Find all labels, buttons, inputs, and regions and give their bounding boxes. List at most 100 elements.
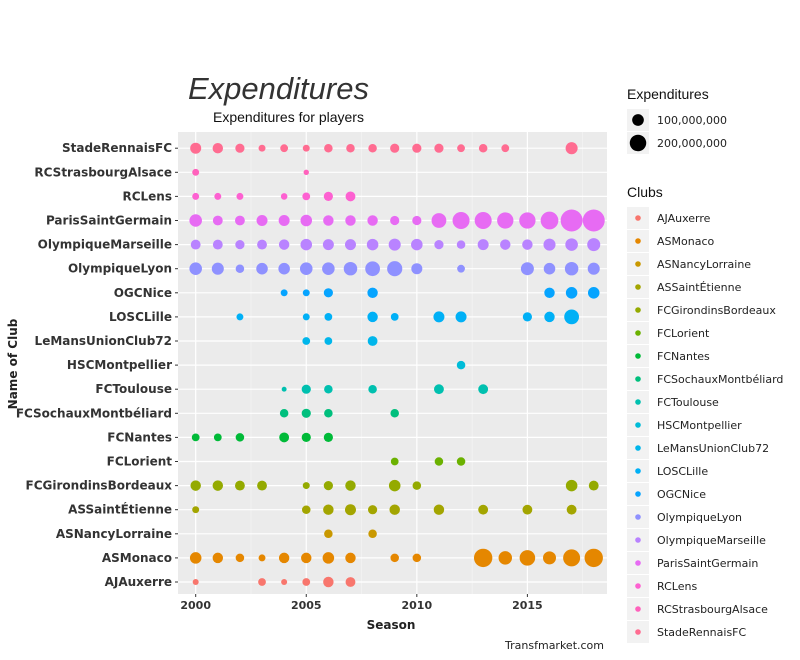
data-point	[323, 288, 333, 298]
data-point	[565, 142, 578, 155]
color-legend-label: StadeRennaisFC	[657, 626, 747, 639]
data-point	[501, 144, 510, 153]
size-legend: Expenditures 100,000,000 200,000,000	[627, 86, 727, 154]
data-point	[278, 552, 290, 564]
y-tick-label: ASMonaco	[102, 551, 172, 565]
data-point	[257, 480, 267, 491]
color-legend-label: FCSochauxMontbéliard	[657, 373, 783, 386]
data-point	[457, 144, 465, 153]
data-point	[500, 239, 511, 250]
data-point	[519, 212, 536, 229]
data-point	[324, 143, 333, 153]
y-tick-label: ParisSaintGermain	[46, 214, 172, 228]
data-point	[367, 287, 378, 299]
data-point	[522, 504, 533, 515]
data-point	[367, 336, 378, 346]
data-point	[544, 311, 555, 323]
plot-panel	[178, 132, 607, 594]
data-point	[434, 384, 444, 395]
data-point	[322, 552, 335, 564]
data-point	[411, 238, 423, 251]
color-legend-dot	[635, 399, 641, 405]
y-axis-title: Name of Club	[6, 318, 20, 409]
data-point	[324, 409, 333, 418]
data-point	[587, 238, 601, 252]
y-tick-label: OlympiqueMarseille	[38, 238, 172, 252]
data-point	[584, 548, 603, 568]
y-tick-label: StadeRennaisFC	[62, 141, 172, 155]
y-tick-label: FCNantes	[107, 430, 172, 444]
y-axis: AJAuxerre ASMonaco ASNancyLorraine ASSaintÉ…	[16, 141, 178, 589]
data-point	[543, 262, 556, 275]
data-point	[411, 263, 423, 275]
data-point	[366, 238, 379, 251]
y-tick-label: RCStrasbourgAlsace	[34, 165, 172, 179]
data-point	[302, 482, 310, 490]
y-tick-label: HSCMontpellier	[67, 358, 172, 372]
data-point	[543, 238, 556, 251]
data-point	[456, 240, 466, 249]
data-point	[189, 262, 202, 275]
color-legend-label: ASSaintÉtienne	[657, 281, 742, 294]
data-point	[452, 211, 470, 230]
y-tick-label: LeMansUnionClub72	[35, 334, 172, 348]
x-axis: 2000 2005 2010 2015	[180, 594, 543, 612]
color-legend-label: OlympiqueLyon	[657, 511, 742, 524]
data-point	[456, 360, 466, 370]
data-point	[212, 552, 224, 564]
data-point	[281, 578, 288, 586]
color-legend-dot	[635, 560, 641, 566]
data-point	[390, 313, 399, 321]
data-point	[456, 457, 466, 466]
data-point	[455, 311, 467, 323]
data-point	[256, 262, 268, 275]
color-legend-label: AJAuxerre	[657, 212, 711, 225]
data-point	[213, 433, 222, 442]
data-point	[235, 433, 245, 442]
data-point	[235, 143, 245, 153]
color-legend-dot	[635, 629, 641, 635]
data-point	[190, 142, 202, 154]
data-point	[367, 505, 378, 515]
data-point	[566, 504, 577, 515]
color-legend-label: LeMansUnionClub72	[657, 442, 769, 455]
data-point	[301, 408, 311, 418]
data-point	[303, 169, 309, 175]
data-points	[189, 142, 605, 588]
data-point	[457, 264, 465, 273]
color-legend-label: FCLorient	[657, 327, 710, 340]
x-tick-label: 2015	[512, 599, 543, 612]
data-point	[498, 551, 513, 565]
data-point	[280, 144, 289, 153]
data-point	[323, 576, 334, 588]
data-point	[474, 211, 492, 230]
data-point	[434, 457, 444, 466]
data-point	[345, 577, 356, 587]
data-point	[588, 480, 599, 491]
data-point	[257, 239, 267, 250]
data-point	[191, 433, 200, 442]
data-point	[478, 504, 489, 515]
x-tick-label: 2005	[291, 599, 322, 612]
data-point	[258, 144, 266, 152]
color-legend-label: ASMonaco	[657, 235, 714, 248]
data-point	[433, 311, 445, 323]
data-point	[540, 211, 559, 230]
data-point	[477, 239, 489, 251]
data-point	[324, 529, 333, 539]
size-legend-dot	[632, 114, 644, 126]
color-legend-dot	[635, 376, 641, 382]
data-point	[278, 215, 290, 226]
color-legend-label: OlympiqueMarseille	[657, 534, 766, 547]
y-tick-label: OGCNice	[114, 286, 172, 300]
data-point	[323, 215, 334, 226]
data-point	[345, 215, 356, 226]
data-point	[478, 143, 488, 153]
color-legend-dot	[635, 353, 641, 359]
data-point	[189, 214, 202, 227]
data-point	[192, 192, 200, 200]
size-legend-title: Expenditures	[627, 86, 709, 102]
size-legend-label: 100,000,000	[657, 114, 727, 127]
color-legend-dot	[635, 537, 641, 543]
data-point	[189, 552, 202, 564]
